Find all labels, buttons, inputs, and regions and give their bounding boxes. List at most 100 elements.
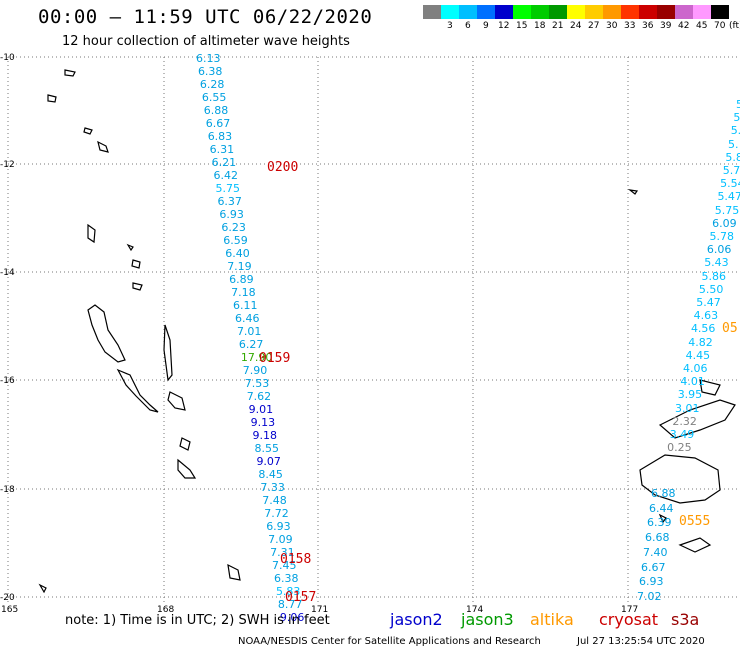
wave-height-value: 5.78 — [709, 230, 735, 243]
legend-swatch — [657, 5, 675, 19]
wave-height-value: 6.09 — [712, 216, 737, 230]
legend-swatch — [585, 5, 603, 19]
wave-height-value: 6.37 — [217, 195, 242, 208]
island-torres-2 — [83, 127, 93, 135]
wave-height-value: 5.86 — [701, 269, 727, 283]
island-loyalty-2 — [38, 583, 47, 594]
wave-height-value: 5.7 — [722, 164, 740, 177]
legend-swatch — [531, 5, 549, 19]
legend-swatch — [675, 5, 693, 19]
island-loyalty-1 — [227, 563, 241, 581]
time-label: 0200 — [267, 160, 299, 175]
island-vanuatu-espiritu-santo — [87, 304, 126, 363]
wave-height-value: 9.13 — [250, 416, 276, 429]
legend-swatch — [693, 5, 711, 19]
island-small-3 — [132, 282, 143, 291]
longitude-labels: 165 168 171 174 177 — [1, 605, 638, 615]
legend-tick-label: 3 — [447, 21, 453, 31]
wave-height-value: 4.56 — [690, 322, 716, 336]
time-label: 0555 — [679, 514, 711, 529]
wave-height-value: 6.23 — [221, 221, 246, 234]
wave-height-value: 5 — [736, 98, 740, 111]
wave-height-value: 5.8 — [725, 150, 740, 164]
wave-height-value: 7.31 — [270, 546, 295, 559]
satellite-altika: altika — [530, 610, 574, 629]
chart-title: 00:00 – 11:59 UTC 06/22/2020 — [38, 6, 373, 28]
wave-height-value: 4.06 — [683, 362, 708, 375]
wave-height-value: 5.47 — [717, 190, 740, 204]
legend-swatch — [513, 5, 531, 19]
wave-height-value: 6.38 — [274, 572, 299, 585]
wave-height-value: 6.42 — [213, 169, 239, 182]
wave-height-value: 5.75 — [215, 182, 241, 195]
wave-height-value: 6.27 — [238, 338, 264, 351]
legend-tick-label: 21 — [552, 21, 564, 31]
wave-height-value: 7.18 — [231, 286, 256, 299]
wave-height-value: 7.19 — [227, 260, 252, 273]
wave-height-value: 6.39 — [647, 516, 672, 530]
island-banks — [87, 223, 96, 244]
wave-height-value: 7.40 — [643, 545, 668, 559]
lon-label: 165 — [1, 605, 18, 615]
wave-height-value: 7.45 — [272, 559, 297, 572]
wave-height-value: 4.01 — [680, 375, 705, 389]
satellite-s3a: s3a — [671, 610, 700, 629]
legend-tick-label: 15 — [516, 21, 528, 31]
wave-height-value: 2.32 — [672, 414, 697, 428]
wave-height-value: 6.83 — [207, 130, 233, 143]
satellite-cryosat: cryosat — [599, 610, 659, 629]
wave-height-value: 7.53 — [244, 377, 270, 390]
wave-height-value: 8.77 — [277, 598, 303, 611]
island-fiji-small-3 — [658, 513, 667, 524]
lat-label: -16 — [0, 376, 15, 386]
wave-height-value: 4.45 — [685, 348, 711, 362]
island-efate — [167, 391, 186, 411]
wave-height-value: 5.43 — [704, 256, 729, 270]
island-fiji-vitilevu — [639, 454, 721, 504]
wave-height-value: 6.68 — [645, 531, 670, 545]
lon-label: 174 — [466, 605, 483, 615]
wave-height-value: 6.06 — [706, 243, 732, 257]
wave-height-value: 6.38 — [197, 65, 223, 78]
island-fiji-kadavu — [678, 537, 712, 553]
legend-tick-label: 12 — [498, 21, 510, 31]
wave-height-value: 17.90 — [240, 351, 273, 364]
legend-tick-label: 36 — [642, 21, 654, 31]
wave-height-value: 5.47 — [696, 296, 721, 309]
legend-swatch — [441, 5, 459, 19]
wave-height-value: 8.45 — [258, 468, 283, 481]
wave-height-value: 7.33 — [260, 481, 285, 494]
wave-height-value: 6.89 — [229, 273, 254, 286]
island-ambrym — [163, 324, 173, 382]
island-small-2 — [131, 259, 141, 269]
wave-height-value: 5.54 — [720, 177, 740, 191]
color-legend — [423, 5, 729, 19]
legend-swatch — [549, 5, 567, 19]
legend-swatch — [459, 5, 477, 19]
time-label: 0159 — [259, 351, 291, 366]
island-fiji-small-2 — [627, 189, 639, 195]
island-small-1 — [126, 243, 134, 252]
legend-swatch — [639, 5, 657, 19]
lat-label: -14 — [0, 268, 15, 278]
lat-label: -10 — [0, 53, 15, 63]
wave-height-value: 6.28 — [199, 78, 225, 91]
wave-height-value: 6.46 — [235, 312, 260, 325]
legend-tick-label: 27 — [588, 21, 600, 31]
legend-unit: (ft) — [729, 21, 740, 31]
wave-height-value: 9.01 — [248, 403, 274, 416]
time-label: 05 — [722, 321, 738, 336]
wave-height-value: 5. — [730, 124, 740, 138]
wave-height-value: 9.07 — [256, 455, 281, 468]
lon-label: 177 — [621, 605, 638, 615]
legend-swatch — [603, 5, 621, 19]
island-malekula — [116, 368, 159, 413]
satellite-jason2: jason2 — [390, 610, 443, 629]
lat-label: -18 — [0, 485, 15, 495]
wave-height-value: 7.02 — [637, 589, 662, 603]
legend-tick-label: 30 — [606, 21, 618, 31]
wave-height-value: 7.72 — [264, 507, 289, 520]
legend-swatch — [621, 5, 639, 19]
island-fiji-vanualevu — [658, 399, 736, 439]
